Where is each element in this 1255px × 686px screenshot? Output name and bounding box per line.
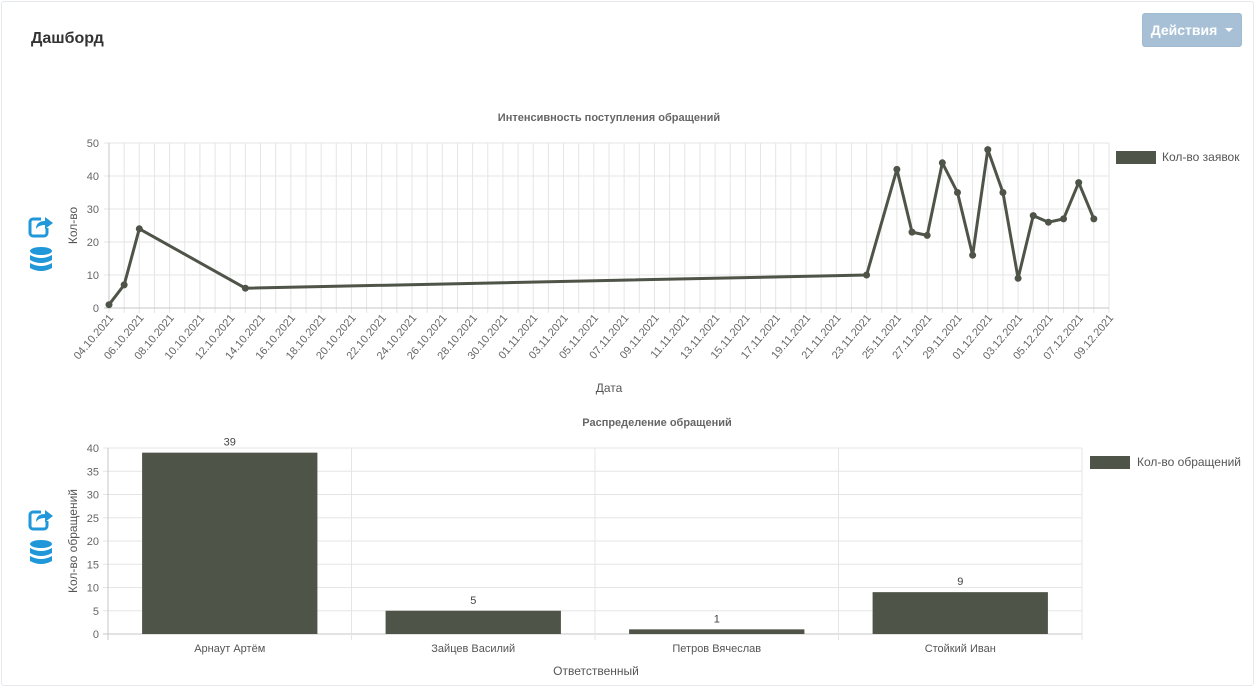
bar-chart-ytick: 15 [87,559,99,571]
line-point [863,271,871,279]
line-chart-ytick: 20 [87,237,99,249]
bar-chart-ytick: 10 [87,583,99,595]
actions-label: Действия [1150,22,1218,38]
line-point [120,281,128,289]
bar-value-label: 1 [714,613,720,625]
line-point [923,231,931,239]
line-point [241,284,249,292]
line-chart-ytick: 30 [87,204,99,216]
bar-chart-ytick: 30 [87,490,99,502]
line-chart-ytick: 10 [87,270,99,282]
bar-chart-ylabel: Кол-во обращений [66,489,80,593]
line-point [1014,274,1022,282]
line-chart-ytick: 0 [93,303,99,315]
line-chart-xlabel: Дата [596,381,623,395]
bar-value-label: 9 [957,576,963,588]
bar-chart-ytick: 20 [87,536,99,548]
bar-legend-swatch [1090,456,1130,469]
line-point [999,189,1007,196]
bar-category-label: Зайцев Василий [431,643,515,655]
share-arrow-icon[interactable] [28,214,56,243]
line-legend-label: Кол-во заявок [1162,150,1240,164]
line-chart-ylabel: Кол-во [66,207,80,245]
bar [629,629,805,634]
bar [142,452,318,634]
line-point [1029,212,1037,220]
line-point [938,159,946,167]
line-point [908,228,916,236]
line-point [1075,179,1083,187]
page-title: Дашборд [31,30,104,47]
database-icon[interactable] [28,539,56,574]
line-point [984,146,992,154]
line-point [893,165,901,173]
line-point [969,251,977,259]
caret-down-icon [1225,28,1234,32]
bar-chart-ytick: 35 [87,466,99,478]
actions-dropdown-button[interactable]: Действия [1142,13,1242,47]
line-series [107,148,1096,306]
bar-value-label: 5 [470,595,476,607]
line-point [1090,215,1098,223]
bar-category-label: Петров Вячеслав [672,643,761,655]
bar-chart-ytick: 0 [93,629,99,641]
line-chart-ytick: 50 [87,138,99,150]
bar-chart-toolbar [28,507,56,574]
share-arrow-icon[interactable] [28,507,56,536]
database-icon[interactable] [28,246,56,281]
line-point [135,225,143,233]
line-point [1060,215,1068,223]
line-legend-swatch [1116,151,1156,164]
line-point [953,189,961,196]
bar-category-label: Арнаут Артём [194,643,265,655]
line-chart-toolbar [28,214,56,281]
line-point [1044,218,1052,226]
bar-chart-xlabel: Ответственный [553,664,639,678]
line-point [105,301,113,309]
bar [872,592,1048,634]
bar-chart-ytick: 25 [87,513,99,525]
bar-chart-ytick: 5 [93,606,99,618]
bar-value-label: 39 [224,437,236,449]
line-chart-ytick: 40 [87,171,99,183]
bar [385,610,561,634]
bar-category-label: Стойкий Иван [925,643,996,655]
bar-chart-title: Распределение обращений [582,417,731,429]
line-chart-title: Интенсивность поступления обращений [498,112,720,124]
bar-legend-label: Кол-во обращений [1137,455,1241,469]
bar-chart-ytick: 40 [87,443,99,455]
